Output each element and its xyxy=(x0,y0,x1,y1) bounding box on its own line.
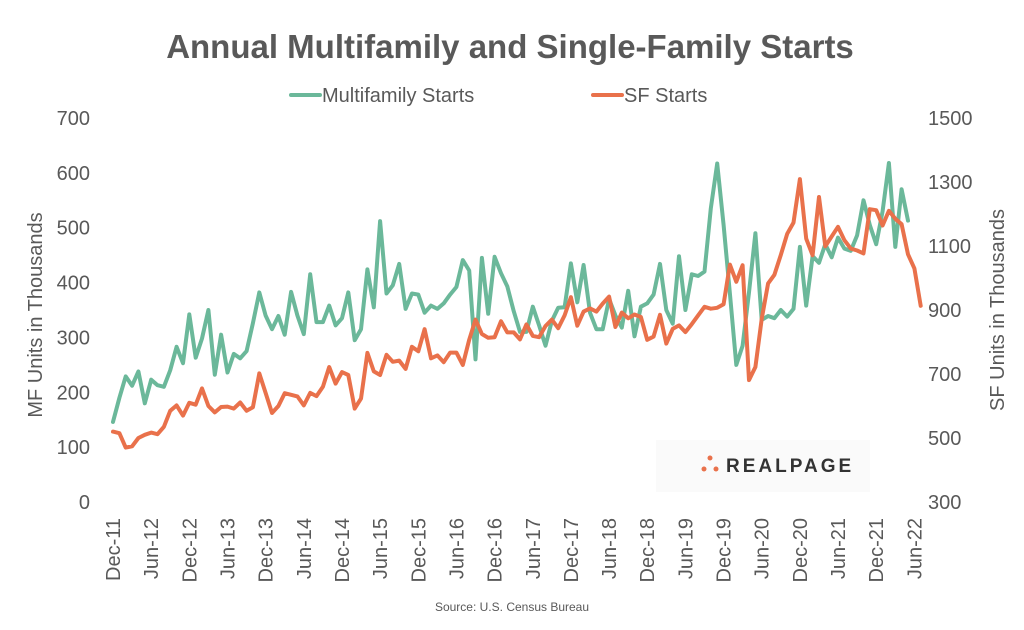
logo-wordmark: REALPAGE xyxy=(726,456,854,477)
y-left-tick-label: 500 xyxy=(57,218,90,240)
x-tick-label: Dec-19 xyxy=(714,518,736,582)
x-tick-label: Dec-14 xyxy=(332,518,354,582)
y-left-tick-label: 100 xyxy=(57,437,90,459)
y-right-tick-label: 300 xyxy=(928,492,961,514)
x-axis: Dec-11 Jun-12 Dec-12 Jun-13 Dec-13 Jun-14 Dec-… xyxy=(103,518,926,582)
y-left-tick-label: 200 xyxy=(57,382,90,404)
y-left-tick-label: 0 xyxy=(79,492,90,514)
x-tick-label: Dec-16 xyxy=(485,518,507,582)
x-tick-label: Dec-15 xyxy=(408,518,430,582)
x-tick-label: Dec-20 xyxy=(790,518,812,582)
x-tick-label: Dec-11 xyxy=(103,518,125,581)
x-tick-label: Jun-17 xyxy=(523,518,545,579)
logo-dot-3 xyxy=(713,466,719,472)
x-tick-label: Dec-13 xyxy=(256,518,278,582)
x-tick-label: Jun-14 xyxy=(294,518,316,579)
legend-label-multifamily: Multifamily Starts xyxy=(322,85,474,107)
x-tick-label: Dec-18 xyxy=(637,518,659,582)
y-left-tick-label: 400 xyxy=(57,273,90,295)
x-tick-label: Jun-22 xyxy=(904,518,926,579)
y-right-tick-label: 900 xyxy=(928,300,961,322)
x-tick-label: Jun-15 xyxy=(370,518,392,579)
chart-title: Annual Multifamily and Single-Family Sta… xyxy=(166,28,854,65)
x-tick-label: Jun-13 xyxy=(217,518,239,579)
realpage-logo: REALPAGE xyxy=(656,440,870,492)
x-tick-label: Jun-12 xyxy=(141,518,163,579)
y-axis-left: 0 100 200 300 400 500 600 700 xyxy=(57,108,90,514)
series-line-sf-starts xyxy=(111,177,923,450)
legend: Multifamily Starts SF Starts xyxy=(289,85,707,107)
y-left-tick-label: 300 xyxy=(57,327,90,349)
x-tick-label: Jun-20 xyxy=(752,518,774,579)
y-right-tick-label: 1300 xyxy=(928,172,973,194)
x-tick-label: Jun-18 xyxy=(599,518,621,579)
y-axis-left-title: MF Units in Thousands xyxy=(25,212,47,417)
series-lines xyxy=(111,161,923,450)
y-right-tick-label: 500 xyxy=(928,428,961,450)
y-axis-right-title: SF Units in Thousands xyxy=(987,209,1009,411)
y-axis-right: 300 500 700 900 1100 1300 1500 xyxy=(928,108,973,514)
source-note: Source: U.S. Census Bureau xyxy=(435,600,589,614)
logo-dot-2 xyxy=(701,466,707,472)
x-tick-label: Dec-12 xyxy=(179,518,201,582)
y-left-tick-label: 600 xyxy=(57,163,90,185)
y-right-tick-label: 1500 xyxy=(928,108,973,130)
y-right-tick-label: 700 xyxy=(928,364,961,386)
series-line-multifamily-starts xyxy=(111,161,910,424)
x-tick-label: Jun-21 xyxy=(828,518,850,579)
x-tick-label: Jun-19 xyxy=(675,518,697,579)
x-tick-label: Dec-17 xyxy=(561,518,583,582)
x-tick-label: Jun-16 xyxy=(446,518,468,579)
logo-background xyxy=(656,440,870,492)
logo-dot-1 xyxy=(707,455,713,461)
y-left-tick-label: 700 xyxy=(57,108,90,130)
y-right-tick-label: 1100 xyxy=(928,236,971,258)
x-tick-label: Dec-21 xyxy=(866,518,888,582)
legend-label-sf: SF Starts xyxy=(624,85,707,107)
